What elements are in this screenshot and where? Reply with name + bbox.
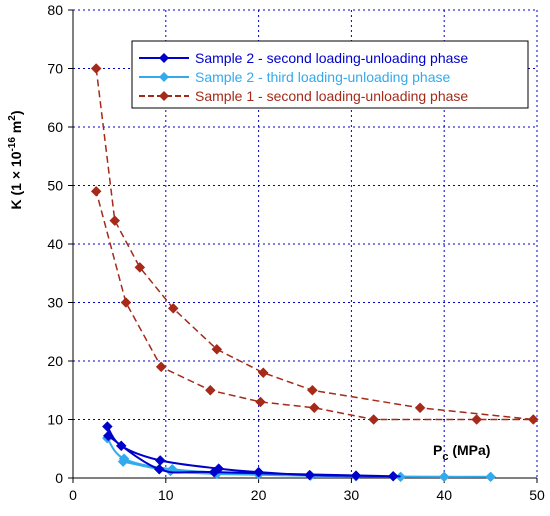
data-point <box>307 384 318 396</box>
legend-item: Sample 2 - third loading-unloading phase <box>139 69 450 85</box>
y-tick-label: 50 <box>47 178 63 194</box>
x-tick-label: 20 <box>251 487 267 503</box>
data-point <box>165 465 176 477</box>
x-tick-label: 30 <box>344 487 360 503</box>
data-point <box>304 469 315 481</box>
x-tick-label: 40 <box>436 487 452 503</box>
y-tick-label: 10 <box>47 412 63 428</box>
data-point <box>211 343 223 355</box>
legend-label: Sample 2 - second loading-unloading phas… <box>195 50 468 66</box>
data-point <box>438 471 450 483</box>
y-tick-label: 60 <box>47 119 63 135</box>
legend-label: Sample 2 - third loading-unloading phase <box>195 69 450 85</box>
data-point <box>115 440 127 452</box>
legend-item: Sample 2 - second loading-unloading phas… <box>139 50 468 66</box>
y-tick-label: 0 <box>55 470 63 486</box>
series-1 <box>101 421 401 482</box>
series-line <box>95 68 534 421</box>
data-point <box>485 471 496 483</box>
x-tick-label: 50 <box>529 487 545 503</box>
legend-swatch-marker <box>159 53 169 63</box>
data-point <box>257 367 269 379</box>
data-point <box>90 63 102 74</box>
legend-label: Sample 1 - second loading-unloading phas… <box>195 88 468 104</box>
data-point <box>527 414 539 425</box>
data-point <box>155 361 167 373</box>
data-point <box>308 402 320 414</box>
y-axis-label: K (1 × 10-16 m2) <box>7 110 24 209</box>
data-point <box>109 215 121 226</box>
data-point <box>414 402 426 414</box>
y-tick-label: 70 <box>47 61 63 77</box>
data-point <box>153 463 165 475</box>
data-point <box>387 470 399 482</box>
data-point <box>90 185 102 197</box>
data-point <box>255 396 266 408</box>
series-layer <box>90 63 539 483</box>
series-line <box>106 425 401 478</box>
legend-swatch-marker <box>159 72 169 82</box>
y-tick-label: 30 <box>47 295 63 311</box>
axes <box>68 9 538 483</box>
y-tick-label: 40 <box>47 236 63 252</box>
x-axis-label: Pc (MPa) <box>433 442 490 463</box>
data-point <box>368 414 380 425</box>
legend-box <box>131 40 529 109</box>
data-point <box>253 466 264 478</box>
series-3 <box>90 63 539 425</box>
legend-swatch-marker <box>159 91 169 101</box>
tick-labels: 0 10 20 30 40 50 0 10 20 30 40 50 60 70 80 <box>47 2 545 503</box>
x-tick-label: 10 <box>158 487 174 503</box>
data-point <box>208 466 220 478</box>
data-point <box>120 297 132 308</box>
data-point <box>117 456 129 467</box>
data-point <box>134 262 146 273</box>
data-point <box>102 430 114 442</box>
y-tick-label: 20 <box>47 353 63 369</box>
data-point <box>471 414 483 425</box>
y-tick-label: 80 <box>47 2 63 18</box>
legend: Sample 2 - second loading-unloading phas… <box>131 40 529 109</box>
data-point <box>204 384 216 396</box>
data-point <box>350 470 362 482</box>
x-tick-label: 0 <box>69 487 77 503</box>
legend-item: Sample 1 - second loading-unloading phas… <box>139 88 468 104</box>
data-point <box>167 302 179 314</box>
